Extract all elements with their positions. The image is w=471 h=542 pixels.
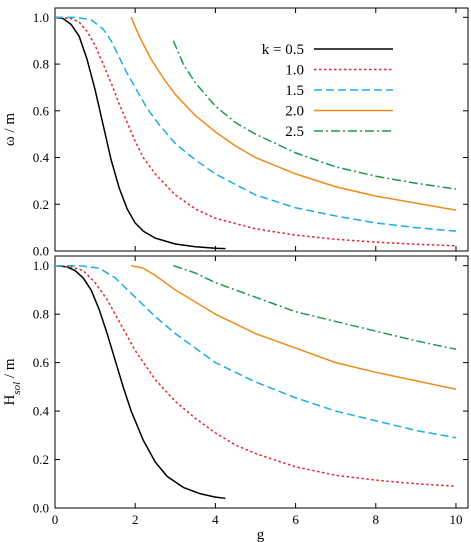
x-tick-label: 0 [52, 512, 59, 527]
series-line-5 [172, 40, 457, 190]
legend-label: 2.0 [285, 104, 304, 120]
plot-frame [54, 255, 469, 509]
x-axis-label: g [257, 527, 265, 542]
legend: k = 0.5 1.0 1.5 2.0 2.5 [262, 42, 393, 140]
series-line-4 [131, 264, 457, 391]
y-tick-label: 0.0 [33, 501, 49, 516]
series-line-2 [54, 16, 457, 247]
x-tick-label: 6 [292, 512, 299, 527]
y-tick-label: 1.0 [33, 10, 49, 25]
y-tick-label: 0.8 [33, 307, 49, 322]
legend-label: 1.5 [285, 83, 304, 99]
plot-frame [54, 7, 469, 252]
y-tick-label: 0.2 [33, 197, 49, 212]
y-tick-label: 0.2 [33, 452, 49, 467]
x-tick-label: 10 [449, 512, 462, 527]
x-tick-label: 4 [212, 512, 219, 527]
y-tick-label: 0.8 [33, 57, 49, 72]
x-tick-label: 8 [373, 512, 380, 527]
y-tick-label: 0.6 [33, 355, 50, 370]
legend-label: 1.0 [285, 63, 304, 79]
y-tick-label: 0.6 [33, 103, 50, 118]
panel-1: 0.0 0.2 0.4 0.6 0.8 1.0 ω / m k = 0.5 1.0 1.5 2.0 2… [2, 7, 469, 259]
legend-label: 2.5 [285, 124, 304, 140]
y-tick-label: 0.4 [33, 150, 50, 165]
series-line-1 [54, 264, 226, 500]
y-tick-label: 1.0 [33, 258, 49, 273]
legend-label: k = 0.5 [262, 42, 304, 58]
panel-2: 0.0 0.2 0.4 0.6 0.8 1.0 0 2 4 6 8 10 Hsol / m g [2, 255, 469, 542]
series-line-5 [173, 264, 457, 351]
y-tick-label: 0.0 [33, 244, 49, 259]
series-line-3 [55, 16, 457, 232]
series-line-3 [55, 264, 457, 439]
series-line-2 [54, 264, 457, 487]
series-line-1 [54, 16, 226, 250]
y-axis-label: Hsol / m [2, 358, 23, 405]
series-line-4 [130, 17, 457, 211]
y-tick-label: 0.4 [33, 404, 50, 419]
y-axis-label: ω / m [2, 113, 18, 147]
x-tick-label: 2 [132, 512, 139, 527]
